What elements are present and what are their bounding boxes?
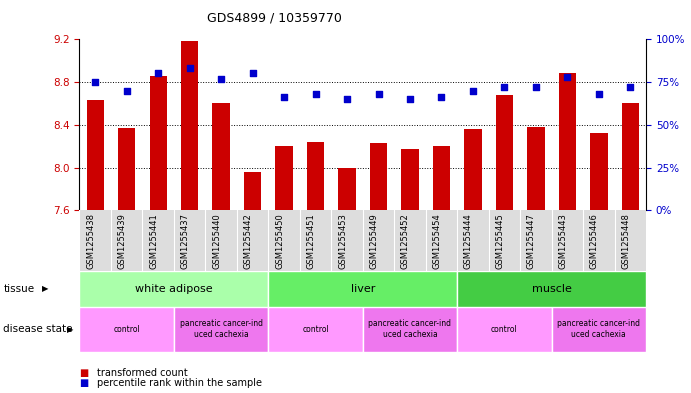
Bar bbox=[457, 271, 646, 307]
Bar bbox=[79, 307, 174, 352]
Bar bbox=[457, 307, 551, 352]
Point bbox=[216, 75, 227, 82]
Text: GSM1255446: GSM1255446 bbox=[590, 213, 599, 269]
Text: GDS4899 / 10359770: GDS4899 / 10359770 bbox=[207, 12, 342, 25]
Text: GSM1255449: GSM1255449 bbox=[370, 213, 379, 269]
Text: GSM1255454: GSM1255454 bbox=[433, 213, 442, 269]
Point bbox=[467, 88, 478, 94]
Bar bbox=[174, 307, 268, 352]
Bar bbox=[464, 129, 482, 210]
Text: GSM1255437: GSM1255437 bbox=[180, 213, 189, 269]
Point bbox=[310, 91, 321, 97]
Text: GSM1255443: GSM1255443 bbox=[558, 213, 567, 269]
Point bbox=[184, 65, 195, 72]
Bar bbox=[433, 146, 450, 210]
Point bbox=[531, 84, 542, 90]
Bar bbox=[551, 307, 646, 352]
Text: GSM1255445: GSM1255445 bbox=[495, 213, 504, 269]
Bar bbox=[86, 100, 104, 210]
Point bbox=[247, 70, 258, 77]
Text: white adipose: white adipose bbox=[135, 284, 213, 294]
Bar bbox=[118, 128, 135, 210]
Text: percentile rank within the sample: percentile rank within the sample bbox=[97, 378, 262, 388]
Point bbox=[625, 84, 636, 90]
Text: GSM1255440: GSM1255440 bbox=[212, 213, 221, 269]
Text: liver: liver bbox=[350, 284, 375, 294]
Point bbox=[121, 88, 132, 94]
Text: ▶: ▶ bbox=[42, 285, 48, 293]
Text: tissue: tissue bbox=[3, 284, 35, 294]
Text: ▶: ▶ bbox=[68, 325, 74, 334]
Bar bbox=[401, 149, 419, 210]
Text: GSM1255453: GSM1255453 bbox=[338, 213, 347, 269]
Bar bbox=[181, 41, 198, 210]
Text: transformed count: transformed count bbox=[97, 368, 187, 378]
Text: ■: ■ bbox=[79, 368, 88, 378]
Text: GSM1255444: GSM1255444 bbox=[464, 213, 473, 269]
Bar bbox=[79, 271, 268, 307]
Text: control: control bbox=[302, 325, 329, 334]
Point bbox=[153, 70, 164, 77]
Point bbox=[278, 94, 290, 101]
Text: control: control bbox=[113, 325, 140, 334]
Bar bbox=[244, 172, 261, 210]
Bar bbox=[307, 142, 324, 210]
Point bbox=[436, 94, 447, 101]
Point bbox=[594, 91, 605, 97]
Text: GSM1255451: GSM1255451 bbox=[307, 213, 316, 269]
Bar bbox=[590, 133, 607, 210]
Bar bbox=[268, 271, 457, 307]
Text: GSM1255450: GSM1255450 bbox=[275, 213, 284, 269]
Bar bbox=[212, 103, 230, 210]
Bar bbox=[268, 307, 363, 352]
Bar bbox=[495, 95, 513, 210]
Point bbox=[341, 96, 352, 102]
Text: ■: ■ bbox=[79, 378, 88, 388]
Bar bbox=[276, 146, 293, 210]
Point bbox=[404, 96, 415, 102]
Text: muscle: muscle bbox=[531, 284, 571, 294]
Bar bbox=[363, 307, 457, 352]
Point bbox=[373, 91, 384, 97]
Text: control: control bbox=[491, 325, 518, 334]
Point bbox=[90, 79, 101, 85]
Point bbox=[499, 84, 510, 90]
Bar bbox=[559, 73, 576, 210]
Bar bbox=[527, 127, 545, 210]
Text: pancreatic cancer-ind
uced cachexia: pancreatic cancer-ind uced cachexia bbox=[180, 320, 263, 339]
Text: pancreatic cancer-ind
uced cachexia: pancreatic cancer-ind uced cachexia bbox=[558, 320, 641, 339]
Text: GSM1255447: GSM1255447 bbox=[527, 213, 536, 269]
Text: GSM1255439: GSM1255439 bbox=[117, 213, 126, 269]
Bar bbox=[622, 103, 639, 210]
Text: pancreatic cancer-ind
uced cachexia: pancreatic cancer-ind uced cachexia bbox=[368, 320, 451, 339]
Bar bbox=[370, 143, 387, 210]
Text: GSM1255448: GSM1255448 bbox=[621, 213, 630, 269]
Text: GSM1255442: GSM1255442 bbox=[244, 213, 253, 269]
Bar bbox=[339, 167, 356, 210]
Text: GSM1255438: GSM1255438 bbox=[86, 213, 95, 269]
Text: disease state: disease state bbox=[3, 324, 73, 334]
Text: GSM1255441: GSM1255441 bbox=[149, 213, 158, 269]
Bar bbox=[149, 75, 167, 210]
Point bbox=[562, 74, 573, 80]
Text: GSM1255452: GSM1255452 bbox=[401, 213, 410, 269]
